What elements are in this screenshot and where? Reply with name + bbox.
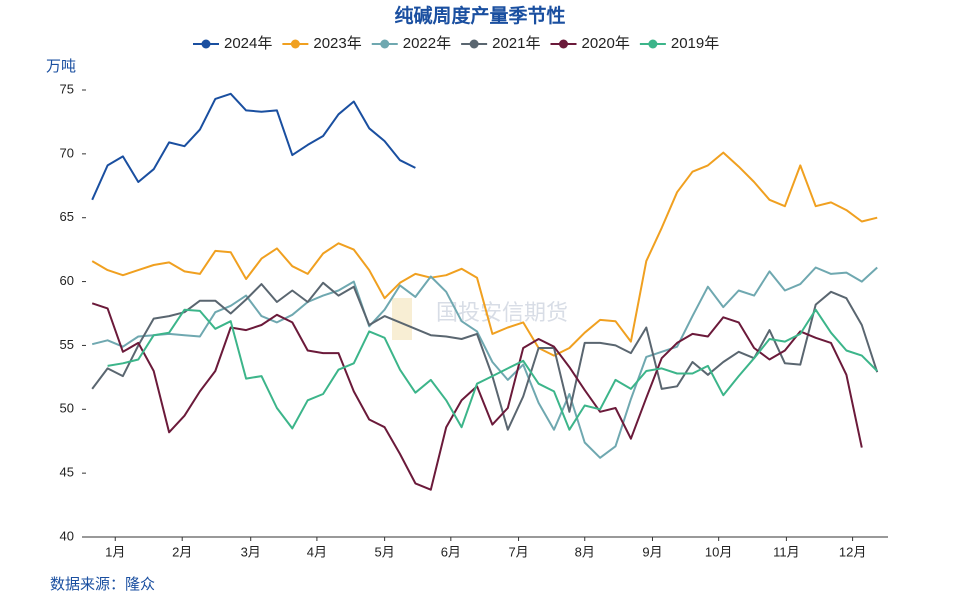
series-line [91, 281, 879, 431]
x-tick-label: 9月 [642, 544, 662, 559]
y-tick-label: 75 [60, 81, 74, 96]
x-tick-label: 8月 [575, 544, 595, 559]
legend-label: 2021年 [492, 35, 540, 52]
legend-marker [648, 39, 658, 49]
y-axis-label: 万吨 [46, 58, 76, 75]
y-tick-label: 65 [60, 209, 74, 224]
series-line [91, 151, 878, 357]
legend-label: 2020年 [582, 35, 630, 52]
y-tick-label: 45 [60, 465, 74, 480]
x-tick-label: 3月 [241, 544, 261, 559]
x-tick-label: 7月 [508, 544, 528, 559]
y-tick-label: 50 [60, 401, 74, 416]
legend-marker [469, 39, 479, 49]
series-line [91, 92, 416, 201]
y-tick-label: 70 [60, 145, 74, 160]
legend-marker [290, 39, 300, 49]
x-tick-label: 12月 [839, 544, 866, 559]
legend-label: 2022年 [403, 35, 451, 52]
legend-label: 2019年 [671, 35, 719, 52]
legend-label: 2024年 [224, 35, 272, 52]
x-tick-label: 5月 [375, 544, 395, 559]
source: 数据来源：隆众 [50, 576, 155, 593]
legend-marker [201, 39, 211, 49]
legend-label: 2023年 [313, 35, 361, 52]
chart-title: 纯碱周度产量季节性 [394, 4, 565, 27]
legend-marker [380, 39, 390, 49]
x-tick-label: 11月 [773, 544, 800, 559]
y-tick-label: 40 [60, 528, 74, 543]
x-tick-label: 2月 [172, 544, 192, 559]
x-tick-label: 6月 [441, 544, 461, 559]
x-tick-label: 4月 [307, 544, 327, 559]
series-line [107, 308, 878, 431]
watermark: 国投安信期货 [436, 300, 568, 325]
x-tick-label: 10月 [705, 544, 732, 559]
series-line [91, 266, 878, 459]
watermark-logo [392, 298, 412, 340]
x-tick-label: 1月 [105, 544, 125, 559]
y-tick-label: 55 [60, 337, 74, 352]
y-tick-label: 60 [60, 273, 74, 288]
legend-marker [559, 39, 568, 49]
